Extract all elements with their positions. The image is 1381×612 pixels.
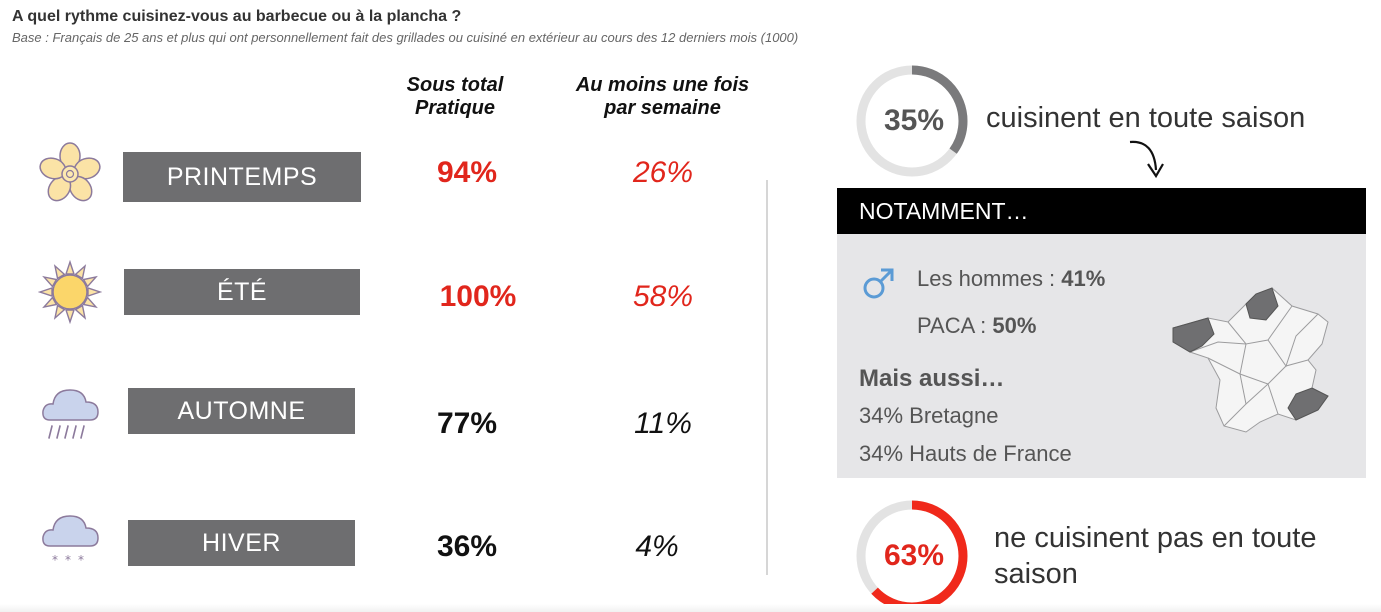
season-label-printemps: PRINTEMPS [123,152,361,202]
donut-not-all-season-value: 63% [883,539,945,572]
france-map [1172,287,1329,433]
region-paca [1287,387,1329,421]
weekly-automne: 11% [634,407,692,440]
panel-heading: NOTAMMENT… [837,188,1366,234]
region-border-south [1245,383,1279,415]
weekly-hiver: 4% [635,530,679,563]
donut-all-season-arc [856,65,968,177]
sun-icon [38,260,102,324]
weekly-ete: 58% [632,280,694,313]
subtotal-printemps: 94% [436,156,498,189]
also-hauts-de-france: 34% Hauts de France [859,441,1072,466]
subtotal-automne: 77% [436,407,498,440]
subtotal-ete: 100% [439,280,517,313]
chart-title: A quel rythme cuisinez-vous au barbecue … [12,8,462,25]
also-bretagne: 34% Bretagne [859,403,999,428]
not-all-season-text-line1: ne cuisinent pas en toute [994,522,1317,554]
region-bretagne [1172,317,1215,353]
region-border-east [1267,313,1319,368]
curved-arrow-icon [1129,140,1164,179]
paca-stat-label: PACA : [917,313,993,338]
chart-subtitle: Base : Français de 25 ans et plus qui on… [12,30,799,45]
weekly-printemps: 26% [632,156,694,189]
vertical-divider [766,180,768,575]
column-header-weekly: Au moins une fois par semaine [545,74,780,120]
column-header-subtotal-line2: Pratique [414,97,496,119]
bottom-edge [0,604,1381,612]
men-stat: Les hommes : 41% [917,266,1105,292]
male-symbol-icon [863,268,894,299]
svg-text:*: * [78,553,84,567]
donut-all-season-value: 35% [883,104,945,137]
rain-cloud-icon [42,389,99,439]
also-heading: Mais aussi… [859,365,1005,392]
not-all-season-text: ne cuisinent pas en toute saison [994,520,1316,592]
subtotal-hiver: 36% [436,530,498,563]
not-all-season-text-line2: saison [994,558,1078,590]
men-stat-label: Les hommes : [917,266,1062,291]
region-border-north [1227,305,1293,345]
region-border-southwest [1207,357,1247,427]
svg-text:*: * [52,553,58,567]
column-header-weekly-line1: Au moins une fois [575,74,750,96]
season-label-ete: ÉTÉ [124,269,360,315]
region-hauts-de-france [1245,287,1279,321]
men-stat-value: 41% [1061,266,1106,291]
column-header-weekly-line2: par semaine [604,97,721,119]
paca-stat-value: 50% [992,313,1037,338]
snow-cloud-icon: * * * [42,515,99,567]
region-border-west [1189,341,1247,353]
svg-text:*: * [65,553,71,567]
donut-all-season [856,65,968,177]
flower-icon [39,142,101,202]
season-label-automne: AUTOMNE [128,388,355,434]
paca-stat: PACA : 50% [917,313,1036,339]
column-header-subtotal-line1: Sous total [406,74,504,96]
all-season-text: cuisinent en toute saison [986,102,1306,134]
season-label-hiver: HIVER [128,520,355,566]
column-header-subtotal: Sous total Pratique [380,74,530,120]
